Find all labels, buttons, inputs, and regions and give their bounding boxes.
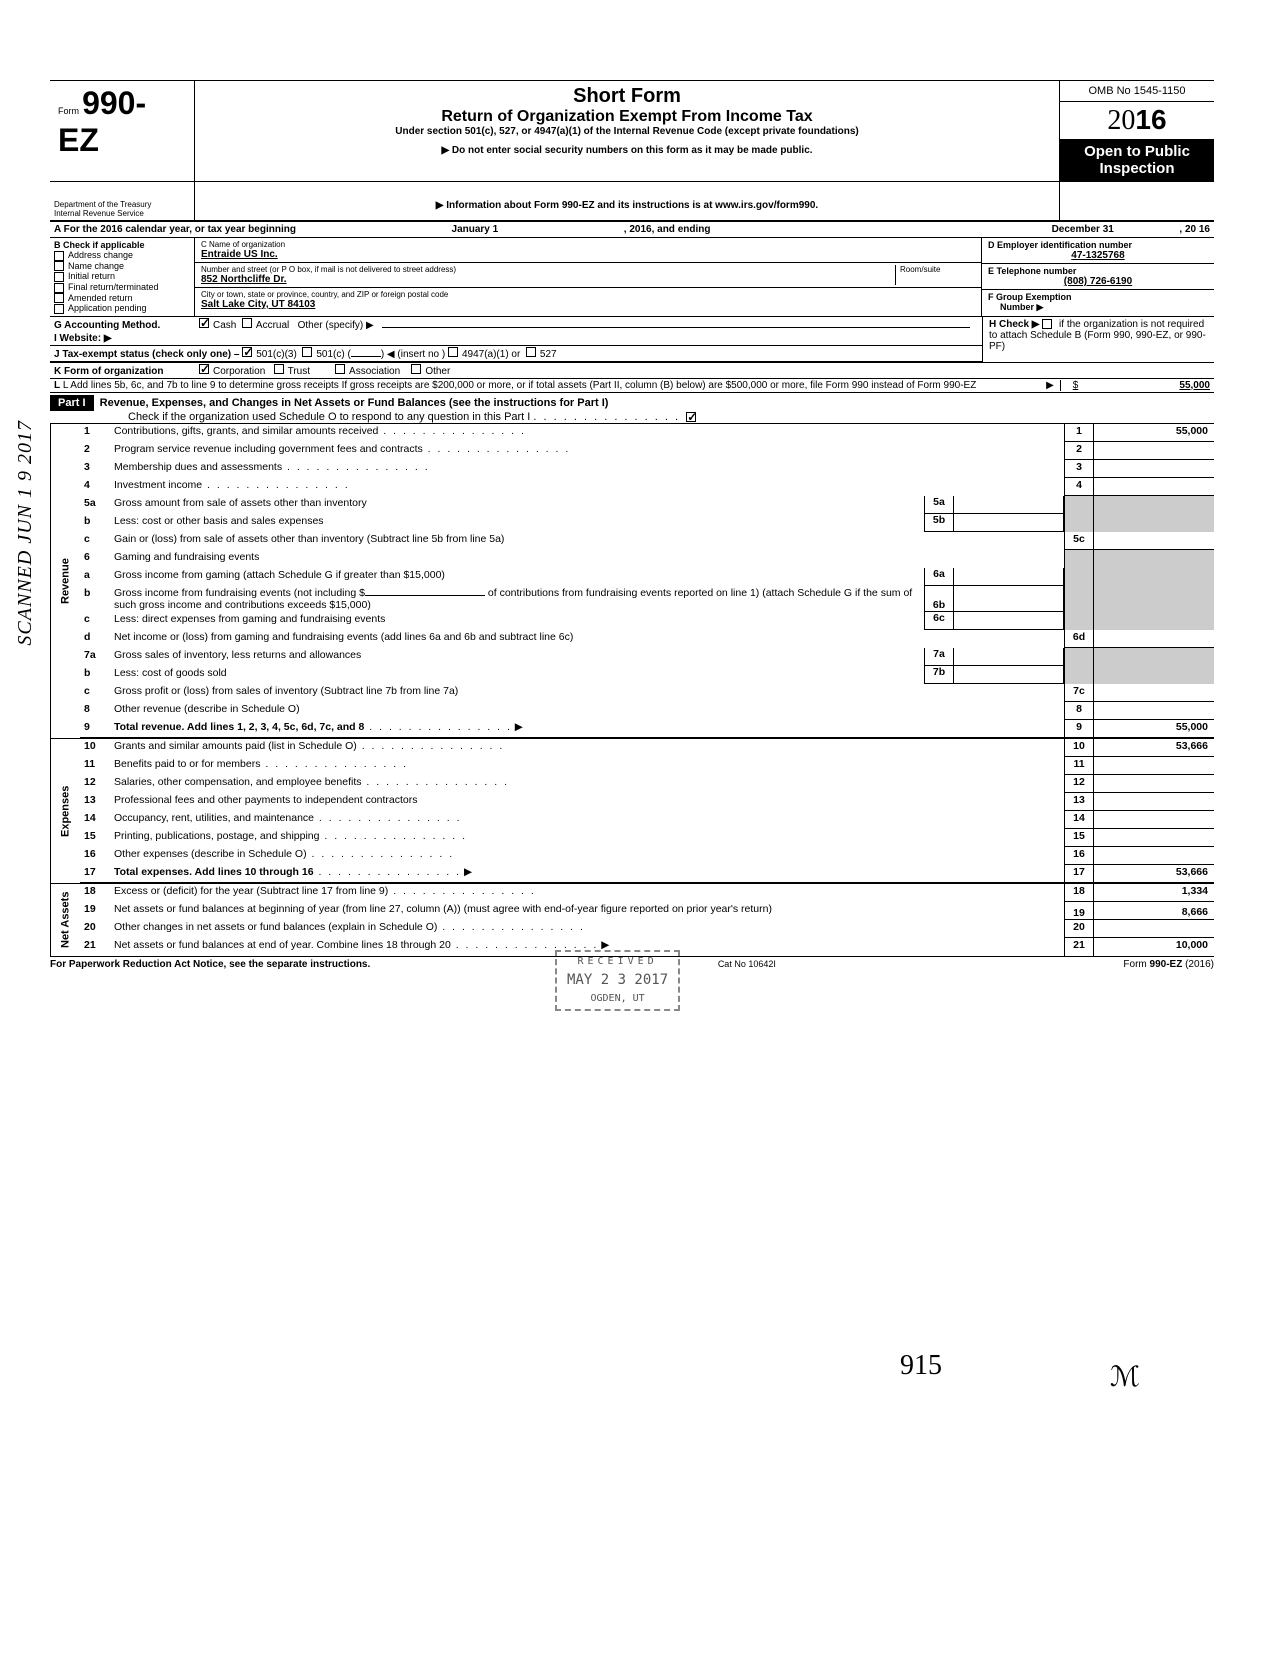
line-7c-value: [1094, 684, 1214, 702]
line-4-value: [1094, 478, 1214, 496]
row-l: L L Add lines 5b, 6c, and 7b to line 9 t…: [50, 379, 1214, 393]
chk-501c3[interactable]: [242, 347, 252, 357]
chk-trust[interactable]: [274, 364, 284, 374]
title-box: Short Form Return of Organization Exempt…: [195, 81, 1059, 181]
chk-501c[interactable]: [302, 347, 312, 357]
line-16-value: [1094, 847, 1214, 865]
info-url: ▶ Information about Form 990-EZ and its …: [195, 182, 1059, 220]
f-label2: Number ▶: [988, 302, 1208, 313]
chk-schedule-o-part1[interactable]: [686, 412, 696, 422]
line-3-value: [1094, 460, 1214, 478]
room-label: Room/suite: [900, 265, 975, 274]
line-19-value: 8,666: [1094, 902, 1214, 920]
line-9-value: 55,000: [1094, 720, 1214, 737]
org-city: Salt Lake City, UT 84103: [201, 299, 975, 310]
chk-schedule-b[interactable]: [1042, 319, 1052, 329]
right-header-box: OMB No 1545-1150 2016 Open to Public Ins…: [1059, 81, 1214, 181]
part-1-title: Revenue, Expenses, and Changes in Net As…: [100, 397, 609, 409]
d-label: D Employer identification number: [988, 240, 1208, 250]
expenses-section: Expenses 10Grants and similar amounts pa…: [50, 738, 1214, 883]
col-de: D Employer identification number 47-1325…: [982, 238, 1214, 316]
telephone: (808) 726-6190: [988, 276, 1208, 287]
line-20-value: [1094, 920, 1214, 938]
chk-name-change[interactable]: [54, 261, 64, 271]
chk-final-return[interactable]: [54, 283, 64, 293]
omb-number: OMB No 1545-1150: [1060, 81, 1214, 102]
chk-4947a1[interactable]: [448, 347, 458, 357]
e-label: E Telephone number: [988, 266, 1208, 276]
row-g: G Accounting Method. Cash Accrual Other …: [50, 317, 982, 332]
col-c: C Name of organization Entraide US Inc. …: [195, 238, 982, 316]
handwriting-2: ℳ: [1110, 1360, 1140, 1394]
form-prefix: Form: [58, 106, 79, 116]
org-name: Entraide US Inc.: [201, 249, 975, 260]
line-8-value: [1094, 702, 1214, 720]
org-address: 852 Northcliffe Dr.: [201, 274, 895, 285]
row-h: H Check ▶ if the organization is not req…: [982, 317, 1214, 362]
scanned-stamp: SCANNED JUN 1 9 2017: [14, 420, 37, 646]
handwriting-1: 915: [900, 1350, 942, 1382]
line-18-value: 1,334: [1094, 884, 1214, 902]
open-to-public: Open to Public Inspection: [1060, 139, 1214, 181]
dept-row: Department of the Treasury Internal Reve…: [50, 182, 1214, 222]
part-1-label: Part I: [50, 395, 94, 411]
line-14-value: [1094, 811, 1214, 829]
col-b: B Check if applicable Address change Nam…: [50, 238, 195, 316]
received-stamp: RECEIVED MAY 2 3 2017 OGDEN, UT: [555, 950, 680, 1011]
row-i: I Website: ▶: [50, 332, 982, 346]
chk-corp[interactable]: [199, 364, 209, 374]
chk-cash[interactable]: [199, 318, 209, 328]
chk-other-org[interactable]: [411, 364, 421, 374]
line-12-value: [1094, 775, 1214, 793]
b-header: B Check if applicable: [54, 240, 190, 250]
part-1-header: Part I Revenue, Expenses, and Changes in…: [50, 393, 1214, 424]
ein: 47-1325768: [988, 250, 1208, 261]
row-k: K Form of organization Corporation Trust…: [50, 363, 1214, 379]
line-2-value: [1094, 442, 1214, 460]
c-addr-label: Number and street (or P O box, if mail i…: [201, 265, 895, 274]
chk-amended[interactable]: [54, 293, 64, 303]
line-13-value: [1094, 793, 1214, 811]
form-number: 990-EZ: [58, 85, 146, 158]
line-6d-value: [1094, 630, 1214, 648]
title-return: Return of Organization Exempt From Incom…: [207, 108, 1047, 126]
form-header: Form 990-EZ Short Form Return of Organiz…: [50, 80, 1214, 182]
line-15-value: [1094, 829, 1214, 847]
line-11-value: [1094, 757, 1214, 775]
side-revenue: Revenue: [50, 424, 80, 738]
row-j: J Tax-exempt status (check only one) – 5…: [50, 346, 982, 362]
subtitle: Under section 501(c), 527, or 4947(a)(1)…: [207, 126, 1047, 137]
main-info: B Check if applicable Address change Nam…: [50, 238, 1214, 317]
side-netassets: Net Assets: [50, 884, 80, 956]
chk-accrual[interactable]: [242, 318, 252, 328]
c-city-label: City or town, state or province, country…: [201, 290, 975, 299]
net-assets-section: Net Assets 18Excess or (deficit) for the…: [50, 883, 1214, 956]
line-5c-value: [1094, 532, 1214, 550]
gross-receipts: 55,000: [1090, 380, 1210, 391]
chk-527[interactable]: [526, 347, 536, 357]
note-ssn: ▶ Do not enter social security numbers o…: [207, 145, 1047, 156]
form-ref: Form 990-EZ (2016): [1123, 959, 1214, 970]
dept-treasury: Department of the Treasury Internal Reve…: [50, 182, 195, 220]
row-a-tax-year: A For the 2016 calendar year, or tax yea…: [50, 222, 1214, 238]
revenue-section: Revenue 1Contributions, gifts, grants, a…: [50, 424, 1214, 738]
paperwork-notice: For Paperwork Reduction Act Notice, see …: [50, 959, 370, 970]
f-label: F Group Exemption: [988, 292, 1208, 302]
chk-assoc[interactable]: [335, 364, 345, 374]
line-17-value: 53,666: [1094, 865, 1214, 882]
line-1-value: 55,000: [1094, 424, 1214, 442]
form-number-box: Form 990-EZ: [50, 81, 195, 181]
c-name-label: C Name of organization: [201, 240, 975, 249]
cat-number: Cat No 10642I: [718, 959, 776, 970]
chk-application-pending[interactable]: [54, 304, 64, 314]
title-short-form: Short Form: [207, 85, 1047, 108]
chk-initial-return[interactable]: [54, 272, 64, 282]
side-expenses: Expenses: [50, 739, 80, 883]
tax-year: 2016: [1060, 102, 1214, 139]
chk-address-change[interactable]: [54, 251, 64, 261]
line-10-value: 53,666: [1094, 739, 1214, 757]
line-21-value: 10,000: [1094, 938, 1214, 956]
